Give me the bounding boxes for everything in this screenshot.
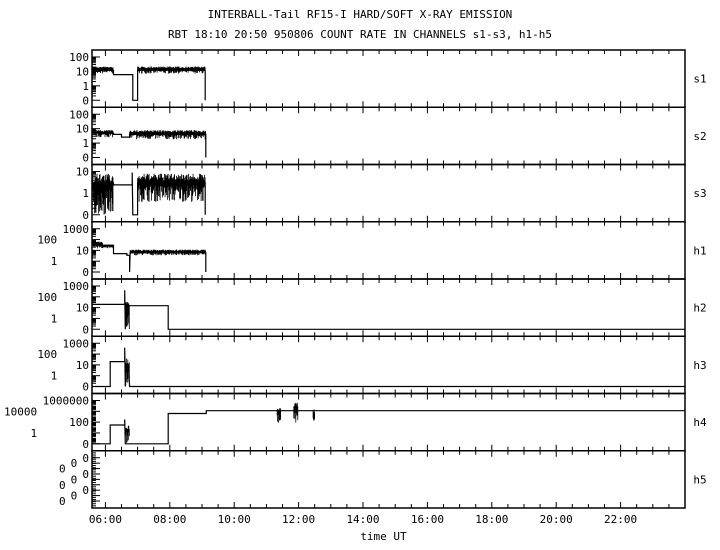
- panel-frame-h3: [91, 335, 686, 395]
- panel-label-h2: h2: [693, 302, 706, 315]
- x-tick-label: 08:00: [153, 513, 186, 526]
- y-tick-label: 0: [82, 323, 89, 336]
- series-line-h4: [92, 410, 685, 445]
- chart-title: INTERBALL-Tail RF15-I HARD/SOFT X-RAY EM…: [207, 8, 513, 21]
- y-tick-label: 1: [30, 427, 37, 440]
- y-tick-label: 100: [37, 291, 57, 304]
- panel-label-h5: h5: [693, 473, 706, 486]
- panel-label-h1: h1: [693, 244, 706, 257]
- y-tick-label: 100: [37, 348, 57, 361]
- series-noise-h4: [312, 409, 315, 421]
- y-tick-label: 1000: [63, 223, 90, 236]
- y-tick-label: 0: [59, 463, 66, 476]
- y-tick-label: 0: [82, 438, 89, 451]
- y-tick-label: 100: [69, 108, 89, 121]
- y-tick-label: 0: [59, 495, 66, 508]
- y-tick-label: 10: [76, 65, 89, 78]
- panel-label-h3: h3: [693, 359, 706, 372]
- panel-frame-h5: [91, 450, 686, 509]
- x-tick-label: 16:00: [411, 513, 444, 526]
- x-tick-label: 20:00: [540, 513, 573, 526]
- x-tick-label: 18:00: [475, 513, 508, 526]
- panel-frame-h4: [91, 392, 686, 452]
- series-line-s3: [92, 172, 206, 216]
- series-noise-h4: [125, 425, 130, 443]
- y-tick-label: 1: [82, 80, 89, 93]
- y-tick-label: 1: [82, 137, 89, 150]
- y-tick-label: 1000: [63, 280, 90, 293]
- panel-label-h4: h4: [693, 416, 707, 429]
- y-tick-label: 0: [59, 479, 66, 492]
- y-tick-label: 10: [76, 359, 89, 372]
- y-tick-label: 100: [69, 51, 89, 64]
- y-tick-label: 10: [76, 302, 89, 315]
- series-line-h2: [92, 290, 685, 330]
- series-line-h3: [92, 347, 685, 388]
- y-tick-label: 0: [71, 490, 78, 503]
- x-tick-label: 12:00: [282, 513, 315, 526]
- x-tick-label: 06:00: [89, 513, 122, 526]
- x-axis-label: time UT: [360, 530, 407, 543]
- y-tick-label: 0: [82, 266, 89, 279]
- y-tick-label: 1: [51, 255, 58, 268]
- panel-label-s1: s1: [693, 73, 706, 86]
- series-line-s1: [92, 69, 206, 101]
- x-tick-label: 10:00: [218, 513, 251, 526]
- y-tick-label: 1000000: [43, 395, 89, 408]
- panel-frame-h2: [91, 278, 686, 337]
- y-tick-label: 0: [82, 152, 89, 165]
- y-tick-label: 0: [82, 209, 89, 222]
- panel-label-s2: s2: [693, 130, 706, 143]
- y-tick-label: 0: [82, 484, 89, 497]
- series-noise-h4: [293, 402, 299, 423]
- x-tick-label: 14:00: [346, 513, 379, 526]
- y-tick-label: 10: [76, 123, 89, 136]
- y-tick-label: 0: [71, 457, 78, 470]
- series-line-s2: [92, 132, 207, 158]
- series-line-h1: [92, 244, 207, 273]
- series-noise-s3: [91, 173, 114, 215]
- y-tick-label: 0: [82, 94, 89, 107]
- y-tick-label: 0: [82, 452, 89, 465]
- y-tick-label: 10: [76, 166, 89, 179]
- y-tick-label: 1000: [63, 337, 90, 350]
- y-tick-label: 1: [51, 370, 58, 383]
- y-tick-label: 1: [82, 187, 89, 200]
- y-tick-label: 10000: [4, 405, 37, 418]
- y-tick-label: 0: [82, 381, 89, 394]
- x-tick-label: 22:00: [604, 513, 637, 526]
- y-tick-label: 10: [76, 244, 89, 257]
- y-tick-label: 1: [51, 312, 58, 325]
- panel-frame-s1: [91, 49, 686, 108]
- panel-label-s3: s3: [693, 187, 706, 200]
- y-tick-label: 100: [37, 234, 57, 247]
- y-tick-label: 100: [69, 416, 89, 429]
- chart-subtitle: RBT 18:10 20:50 950806 COUNT RATE IN CHA…: [167, 28, 553, 41]
- series-noise-s3: [137, 173, 206, 202]
- y-tick-label: 0: [82, 468, 89, 481]
- series-noise-h4: [276, 408, 281, 423]
- y-tick-label: 0: [71, 473, 78, 486]
